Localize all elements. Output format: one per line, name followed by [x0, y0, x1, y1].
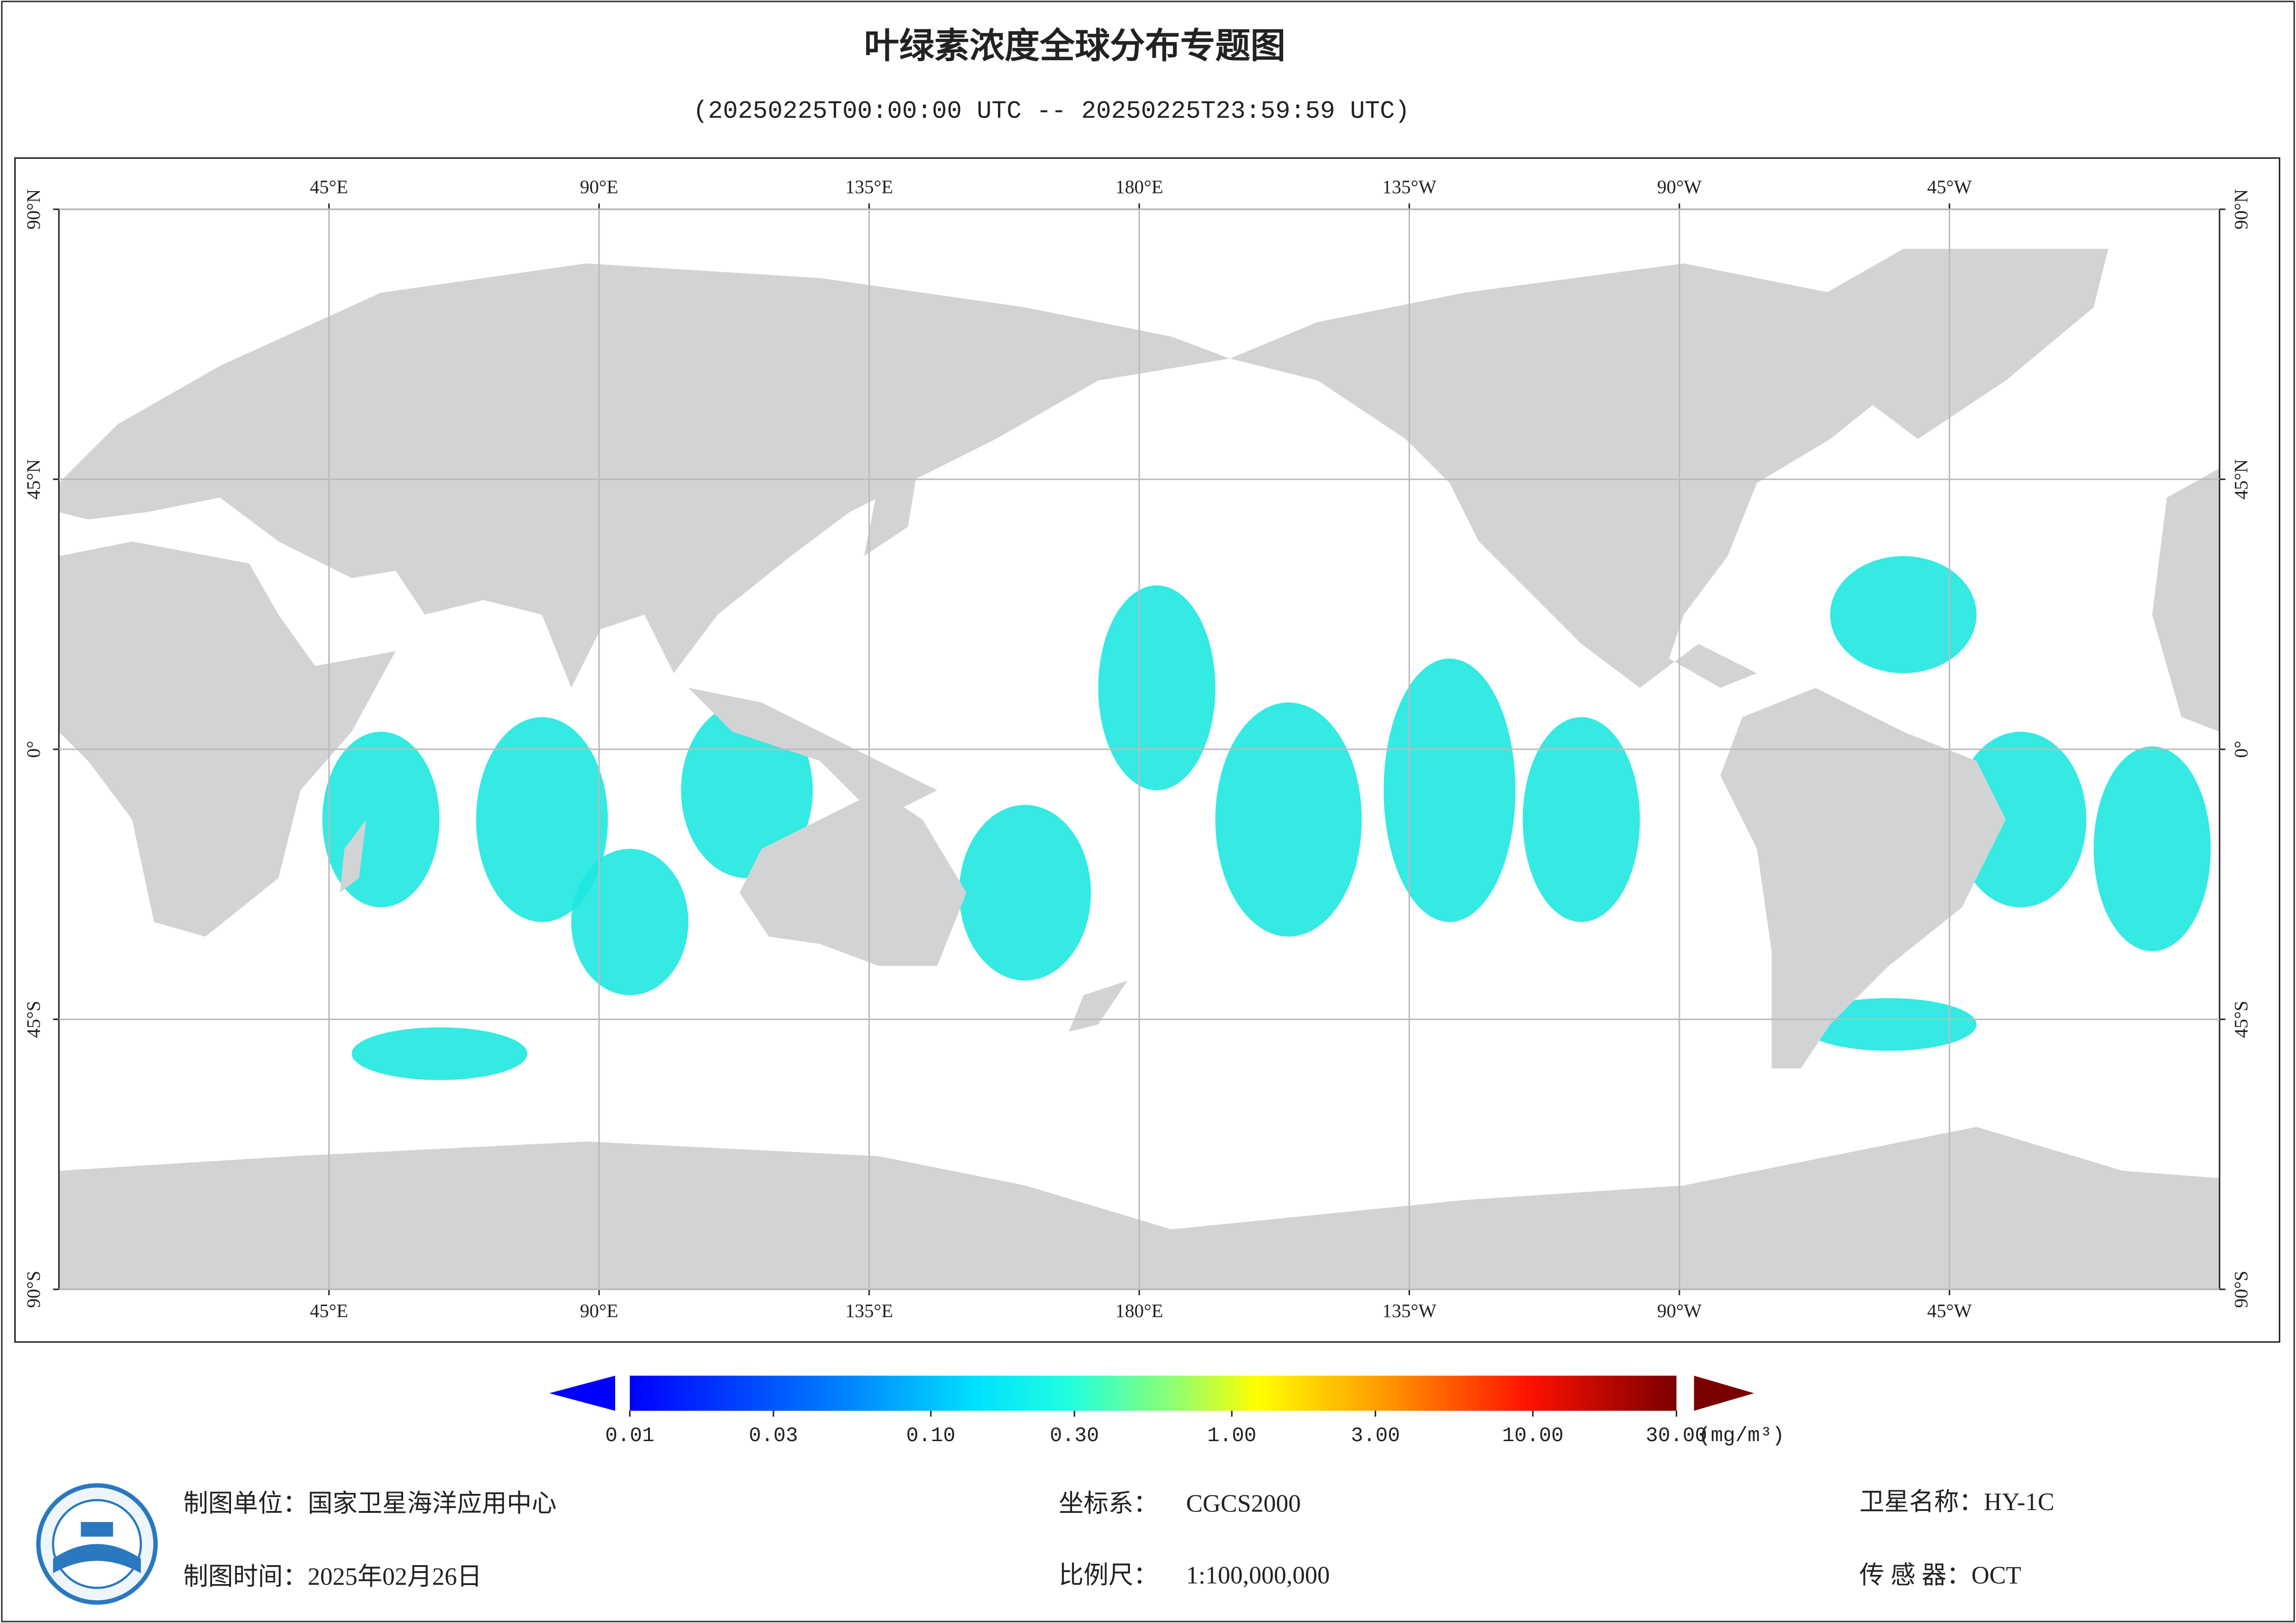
footer-scale-value: 1:100,000,000 — [1186, 1561, 1330, 1589]
lon-label-top: 135°E — [845, 176, 893, 197]
footer-date: 制图时间：2025年02月26日 — [183, 1562, 482, 1590]
map-frame — [14, 157, 2281, 1343]
chlorophyll-patches — [322, 556, 2211, 1080]
lat-label-right: 90°S — [2230, 1271, 2252, 1308]
lat-label-right: 45°N — [2230, 459, 2252, 499]
colorbar-tick-label: 1.00 — [1207, 1424, 1256, 1448]
lon-label-top: 45°W — [1927, 176, 1972, 197]
lat-label-right: 45°S — [2230, 1001, 2252, 1038]
lon-label-bottom: 90°W — [1657, 1300, 1702, 1321]
colorbar-low-arrow — [549, 1375, 615, 1411]
lat-label-left: 90°S — [23, 1271, 44, 1308]
lon-label-top: 45°E — [310, 176, 348, 197]
colorbar-tick-label: 10.00 — [1502, 1424, 1564, 1448]
lon-label-top: 180°E — [1115, 176, 1163, 197]
lon-label-top: 135°W — [1382, 176, 1436, 197]
lon-label-bottom: 90°E — [580, 1300, 618, 1321]
footer-satellite: 卫星名称：HY-1C — [1859, 1488, 2054, 1516]
lon-label-bottom: 45°W — [1927, 1300, 1972, 1321]
lat-label-left: 0° — [23, 741, 44, 758]
lat-label-right: 90°N — [2230, 189, 2252, 230]
lon-label-bottom: 45°E — [310, 1300, 348, 1321]
footer-crs-label: 坐标系： — [1059, 1489, 1158, 1517]
lon-label-top: 90°E — [580, 176, 618, 197]
colorbar-high-arrow — [1694, 1375, 1754, 1411]
footer-scale-label: 比例尺： — [1059, 1561, 1158, 1589]
lon-label-bottom: 180°E — [1115, 1300, 1163, 1321]
colorbar: (mg/m³) — [549, 1375, 1784, 1448]
colorbar-tick-label: 3.00 — [1351, 1424, 1400, 1448]
lon-label-bottom: 135°W — [1382, 1300, 1436, 1321]
lat-label-left: 90°N — [23, 189, 44, 230]
lat-label-left: 45°S — [23, 1001, 44, 1038]
lon-label-bottom: 135°E — [845, 1300, 893, 1321]
title: 叶绿素浓度全球分布专题图 — [864, 27, 1286, 66]
logo — [36, 1483, 158, 1605]
subtitle: (20250225T00:00:00 UTC -- 20250225T23:59… — [693, 98, 1410, 126]
graticule — [53, 203, 2226, 1295]
lat-label-right: 0° — [2230, 741, 2252, 758]
lon-label-top: 90°W — [1657, 176, 1702, 197]
colorbar-gradient — [630, 1375, 1677, 1411]
colorbar-tick-label: 0.03 — [749, 1424, 798, 1448]
footer-crs-value: CGCS2000 — [1186, 1489, 1301, 1517]
colorbar-tick-label: 0.10 — [906, 1424, 955, 1448]
colorbar-tick-label: 30.00 — [1646, 1424, 1707, 1448]
lat-label-left: 45°N — [23, 459, 44, 499]
footer-unit: 制图单位：国家卫星海洋应用中心 — [183, 1489, 556, 1517]
colorbar-tick-label: 0.30 — [1050, 1424, 1099, 1448]
footer-sensor: 传 感 器：OCT — [1859, 1561, 2021, 1589]
colorbar-tick-label: 0.01 — [605, 1424, 654, 1448]
colorbar-unit: (mg/m³) — [1698, 1424, 1784, 1448]
